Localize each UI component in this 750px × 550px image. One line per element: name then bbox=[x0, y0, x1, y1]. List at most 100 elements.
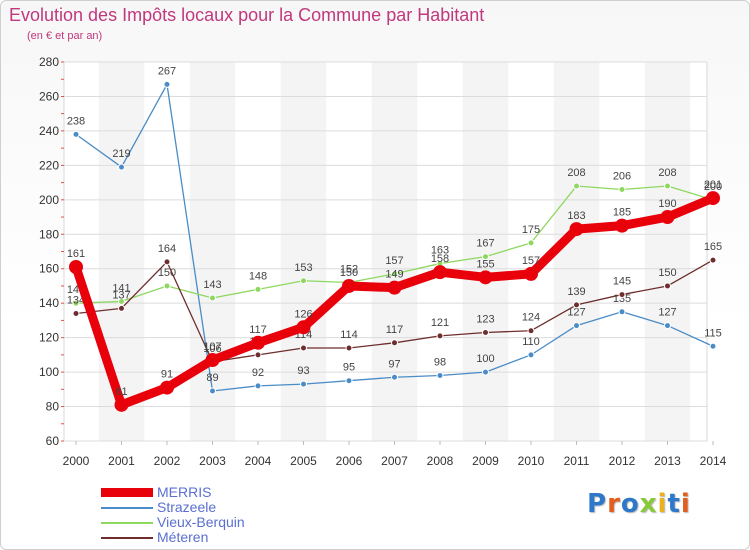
x-tick-label: 2002 bbox=[154, 454, 181, 468]
plot-band bbox=[644, 62, 691, 441]
logo-letter: P bbox=[587, 489, 608, 519]
x-tick-label: 2005 bbox=[290, 454, 317, 468]
data-point-merris bbox=[660, 210, 675, 225]
logo-letter: i bbox=[680, 489, 691, 519]
y-tick-label: 60 bbox=[46, 434, 60, 448]
data-point-vieux-berquin bbox=[300, 277, 307, 285]
data-label-strazeele: 100 bbox=[476, 353, 494, 365]
y-tick-label: 120 bbox=[39, 331, 59, 345]
x-tick-label: 2008 bbox=[427, 454, 454, 468]
data-point-vieux-berquin bbox=[209, 294, 216, 302]
x-tick-label: 2000 bbox=[63, 454, 90, 468]
data-label-merris: 150 bbox=[340, 267, 358, 279]
data-label-m-teren: 145 bbox=[613, 276, 631, 288]
y-tick-label: 180 bbox=[39, 227, 59, 241]
data-label-vieux-berquin: 208 bbox=[658, 167, 676, 179]
data-point-strazeele bbox=[618, 308, 626, 316]
data-point-m-teren bbox=[436, 332, 444, 340]
y-tick-label: 200 bbox=[39, 193, 59, 207]
x-tick-label: 2012 bbox=[609, 454, 636, 468]
data-point-strazeele bbox=[300, 380, 307, 388]
data-point-merris bbox=[205, 353, 220, 368]
y-tick-label: 220 bbox=[39, 158, 59, 172]
plot-band bbox=[371, 62, 418, 441]
data-point-m-teren bbox=[72, 310, 80, 318]
data-point-merris bbox=[251, 335, 265, 350]
data-point-merris bbox=[342, 278, 356, 293]
data-point-m-teren bbox=[163, 258, 171, 266]
data-label-vieux-berquin: 153 bbox=[294, 262, 312, 274]
data-point-m-teren bbox=[300, 344, 307, 352]
data-label-strazeele: 115 bbox=[704, 327, 722, 339]
data-point-m-teren bbox=[573, 301, 580, 309]
data-point-strazeele bbox=[345, 377, 353, 385]
data-label-vieux-berquin: 175 bbox=[522, 224, 540, 236]
data-label-merris: 185 bbox=[613, 207, 631, 219]
plot-band bbox=[553, 62, 600, 441]
data-label-strazeele: 127 bbox=[567, 307, 585, 319]
legend-label-vieux-berquin: Vieux-Berquin bbox=[157, 514, 245, 530]
data-point-vieux-berquin bbox=[618, 185, 626, 193]
data-label-merris: 201 bbox=[704, 179, 722, 191]
data-label-m-teren: 150 bbox=[658, 267, 676, 279]
data-label-m-teren: 134 bbox=[67, 295, 85, 307]
data-label-m-teren: 123 bbox=[476, 313, 494, 325]
data-point-merris bbox=[296, 320, 311, 335]
data-point-strazeele bbox=[527, 351, 535, 359]
x-tick-label: 2006 bbox=[336, 454, 363, 468]
data-label-strazeele: 97 bbox=[388, 358, 400, 370]
data-label-merris: 149 bbox=[385, 269, 403, 281]
data-point-strazeele bbox=[118, 163, 125, 171]
data-label-vieux-berquin: 152 bbox=[340, 264, 358, 276]
data-point-m-teren bbox=[709, 256, 717, 264]
data-label-vieux-berquin: 148 bbox=[249, 270, 267, 282]
legend-swatch-vieux-berquin bbox=[101, 521, 153, 524]
data-label-m-teren: 117 bbox=[386, 324, 404, 336]
data-point-m-teren bbox=[618, 291, 626, 299]
y-tick-label: 240 bbox=[39, 124, 59, 138]
x-tick-label: 2004 bbox=[245, 454, 272, 468]
y-tick-label: 260 bbox=[39, 89, 59, 103]
x-tick-label: 2013 bbox=[654, 454, 681, 468]
data-point-strazeele bbox=[72, 130, 80, 138]
y-tick-label: 160 bbox=[39, 262, 59, 276]
data-point-merris bbox=[433, 265, 447, 280]
y-tick-label: 140 bbox=[39, 296, 59, 310]
legend-label-strazeele: Strazeele bbox=[157, 499, 217, 515]
legend-swatch-strazeele bbox=[101, 506, 153, 509]
data-point-merris bbox=[69, 260, 83, 275]
data-point-vieux-berquin bbox=[163, 282, 171, 290]
plot-band bbox=[189, 62, 236, 441]
legend-label-meteren: Méteren bbox=[157, 529, 209, 545]
data-point-merris bbox=[160, 380, 174, 395]
x-tick-label: 2001 bbox=[108, 454, 135, 468]
logo-letter: t bbox=[667, 489, 681, 519]
data-label-merris: 183 bbox=[567, 210, 585, 222]
data-point-strazeele bbox=[482, 368, 489, 376]
data-point-merris bbox=[114, 397, 129, 412]
data-label-strazeele: 98 bbox=[434, 357, 446, 369]
data-label-vieux-berquin: 141 bbox=[112, 282, 130, 294]
data-label-merris: 107 bbox=[203, 341, 221, 353]
chart-legend: MERRIS Strazeele Vieux-Berquin Méteren bbox=[101, 485, 245, 545]
data-label-vieux-berquin: 206 bbox=[613, 170, 631, 182]
chart-subtitle: (en € et par an) bbox=[27, 30, 103, 42]
x-tick-label: 2011 bbox=[564, 454, 590, 468]
logo-letter: x bbox=[639, 489, 658, 519]
data-label-merris: 81 bbox=[115, 386, 127, 398]
data-point-strazeele bbox=[254, 382, 262, 390]
data-point-merris bbox=[706, 191, 720, 206]
logo-letter: o bbox=[620, 489, 640, 519]
data-label-vieux-berquin: 150 bbox=[158, 267, 176, 279]
data-point-vieux-berquin bbox=[72, 299, 80, 307]
x-tick-label: 2003 bbox=[199, 454, 226, 468]
logo-letter: r bbox=[607, 489, 621, 519]
data-point-merris bbox=[615, 218, 629, 233]
data-label-strazeele: 89 bbox=[206, 372, 218, 384]
x-tick-label: 2014 bbox=[700, 454, 727, 468]
data-point-strazeele bbox=[709, 342, 717, 350]
data-label-strazeele: 127 bbox=[658, 307, 676, 319]
y-tick-label: 80 bbox=[46, 400, 60, 414]
data-label-strazeele: 110 bbox=[522, 336, 540, 348]
